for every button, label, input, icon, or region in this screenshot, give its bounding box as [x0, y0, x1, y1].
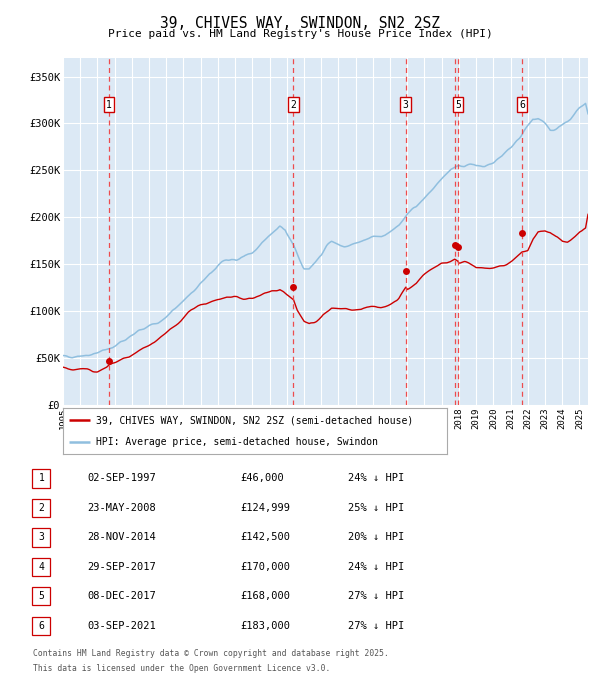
Text: 39, CHIVES WAY, SWINDON, SN2 2SZ: 39, CHIVES WAY, SWINDON, SN2 2SZ — [160, 16, 440, 31]
Text: £170,000: £170,000 — [240, 562, 290, 572]
Text: 1: 1 — [106, 99, 112, 109]
Text: £183,000: £183,000 — [240, 621, 290, 631]
Text: 39, CHIVES WAY, SWINDON, SN2 2SZ (semi-detached house): 39, CHIVES WAY, SWINDON, SN2 2SZ (semi-d… — [95, 415, 413, 425]
Text: £124,999: £124,999 — [240, 503, 290, 513]
Text: 3: 3 — [403, 99, 409, 109]
Text: 5: 5 — [38, 592, 44, 601]
Text: Contains HM Land Registry data © Crown copyright and database right 2025.: Contains HM Land Registry data © Crown c… — [33, 649, 389, 658]
Text: 2: 2 — [290, 99, 296, 109]
Text: 20% ↓ HPI: 20% ↓ HPI — [348, 532, 404, 543]
Text: 24% ↓ HPI: 24% ↓ HPI — [348, 473, 404, 483]
Text: HPI: Average price, semi-detached house, Swindon: HPI: Average price, semi-detached house,… — [95, 437, 377, 447]
Text: 29-SEP-2017: 29-SEP-2017 — [87, 562, 156, 572]
Text: £46,000: £46,000 — [240, 473, 284, 483]
Text: 2: 2 — [38, 503, 44, 513]
Text: 23-MAY-2008: 23-MAY-2008 — [87, 503, 156, 513]
Text: £168,000: £168,000 — [240, 592, 290, 601]
Text: 27% ↓ HPI: 27% ↓ HPI — [348, 621, 404, 631]
Text: 5: 5 — [455, 99, 461, 109]
Text: 27% ↓ HPI: 27% ↓ HPI — [348, 592, 404, 601]
Text: 3: 3 — [38, 532, 44, 543]
Text: 03-SEP-2021: 03-SEP-2021 — [87, 621, 156, 631]
Text: 4: 4 — [38, 562, 44, 572]
Text: 02-SEP-1997: 02-SEP-1997 — [87, 473, 156, 483]
Text: 25% ↓ HPI: 25% ↓ HPI — [348, 503, 404, 513]
Text: 6: 6 — [38, 621, 44, 631]
Text: 08-DEC-2017: 08-DEC-2017 — [87, 592, 156, 601]
Text: This data is licensed under the Open Government Licence v3.0.: This data is licensed under the Open Gov… — [33, 664, 331, 673]
Text: 1: 1 — [38, 473, 44, 483]
Text: 24% ↓ HPI: 24% ↓ HPI — [348, 562, 404, 572]
Text: 6: 6 — [519, 99, 525, 109]
Text: £142,500: £142,500 — [240, 532, 290, 543]
Text: 28-NOV-2014: 28-NOV-2014 — [87, 532, 156, 543]
Text: Price paid vs. HM Land Registry's House Price Index (HPI): Price paid vs. HM Land Registry's House … — [107, 29, 493, 39]
